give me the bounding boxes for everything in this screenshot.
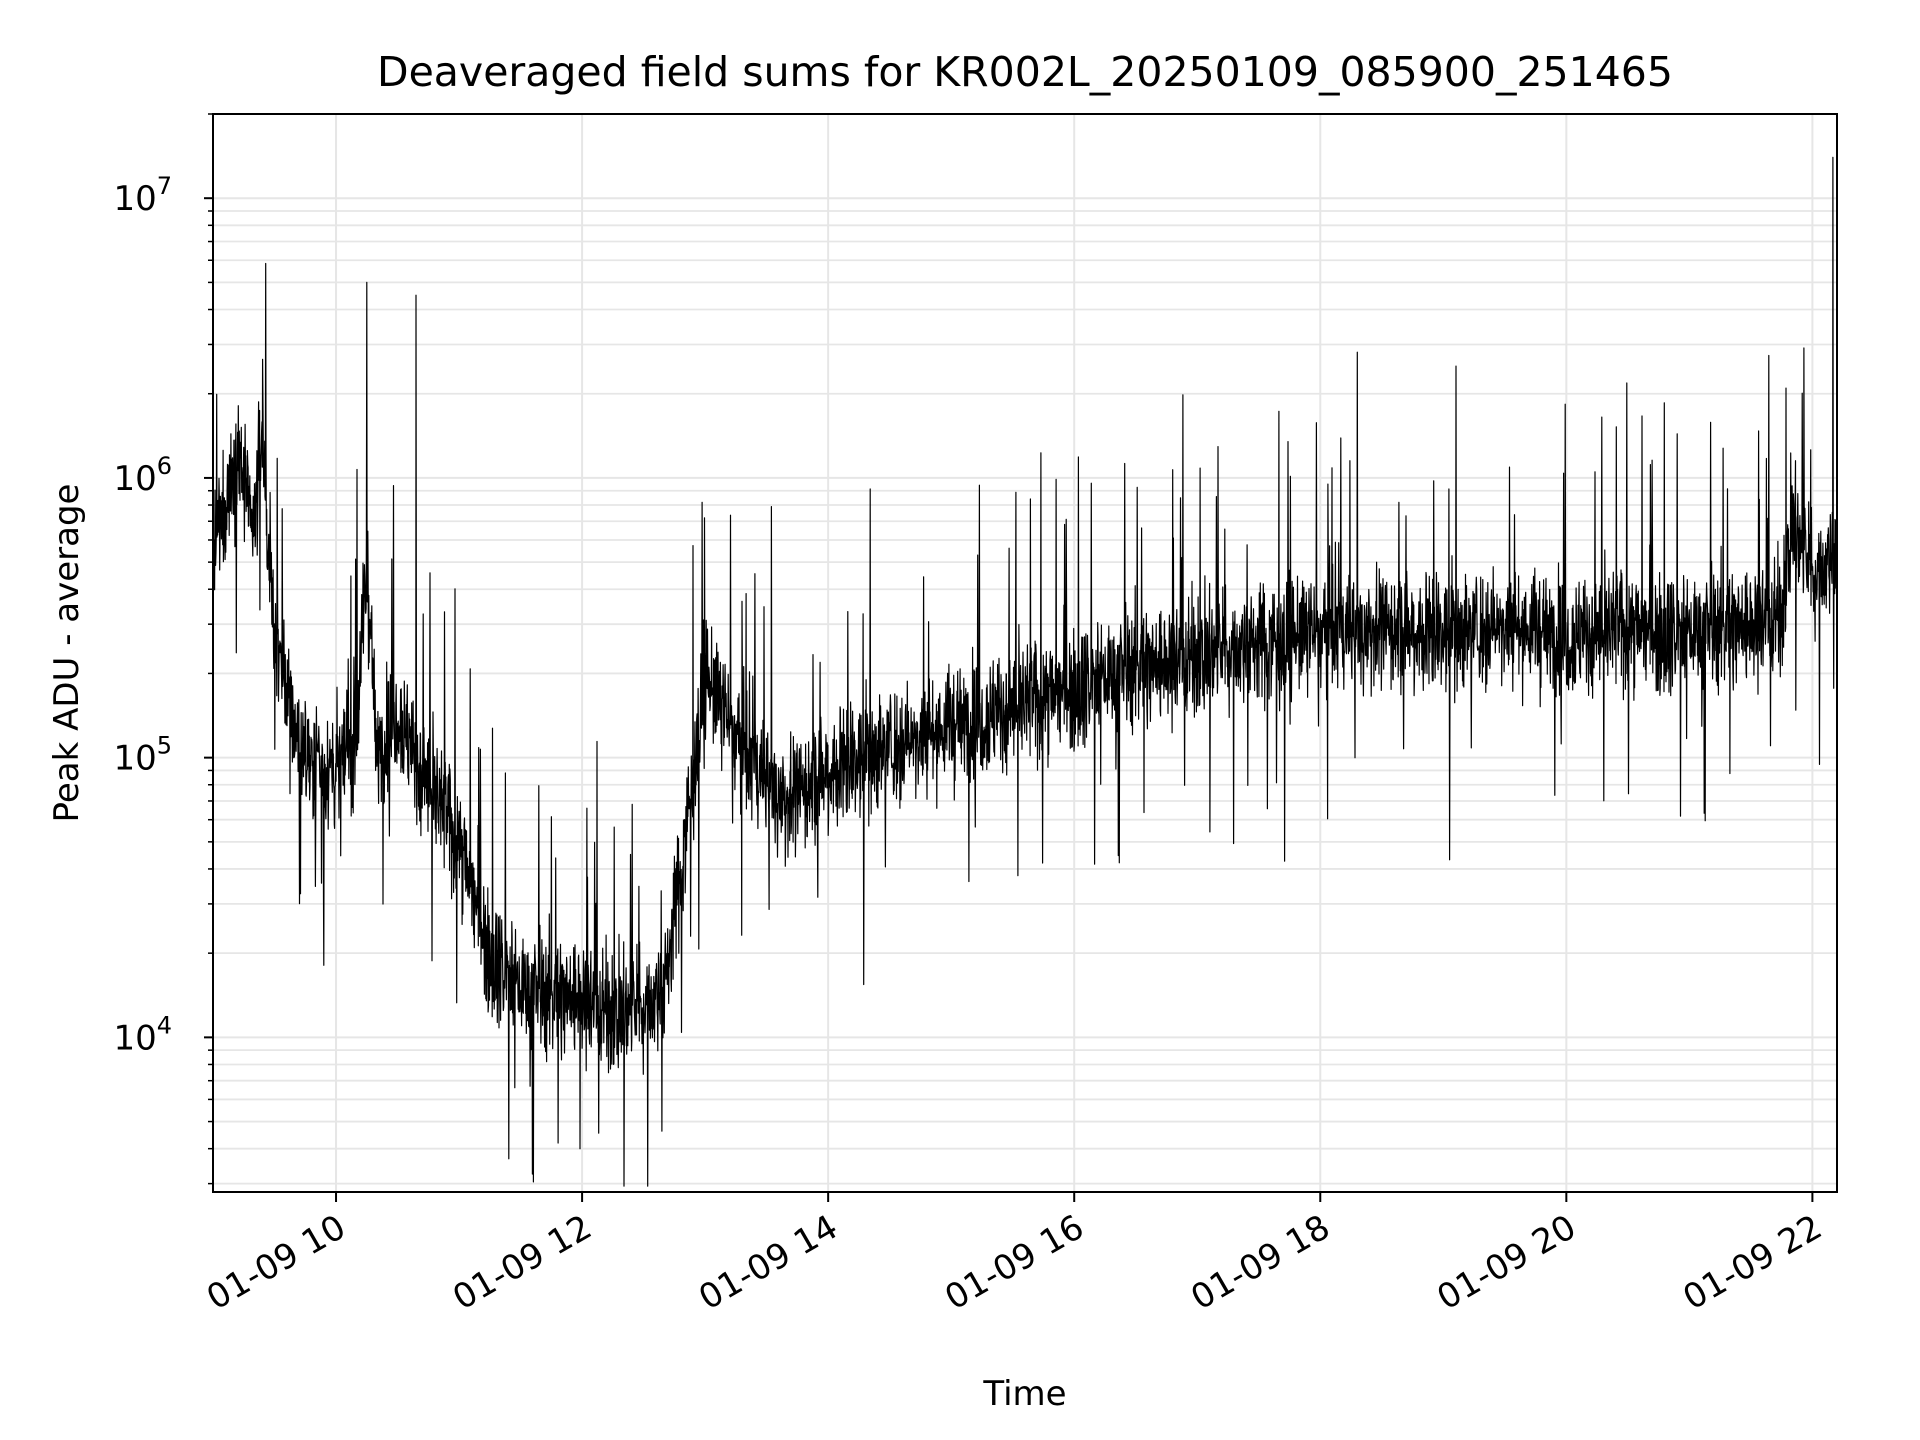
plot-area — [213, 156, 1837, 1187]
plot-frame — [212, 113, 1838, 1193]
y-tick-label: 106 — [113, 452, 172, 499]
series-line — [213, 156, 1837, 1187]
y-axis-label: Peak ADU - average — [47, 484, 87, 823]
x-axis-label: Time — [982, 1374, 1066, 1414]
y-tick-label: 104 — [113, 1011, 172, 1058]
y-tick-label: 105 — [113, 732, 172, 779]
y-tick-label: 107 — [113, 172, 172, 219]
chart-title: Deaveraged field sums for KR002L_2025010… — [377, 48, 1673, 96]
